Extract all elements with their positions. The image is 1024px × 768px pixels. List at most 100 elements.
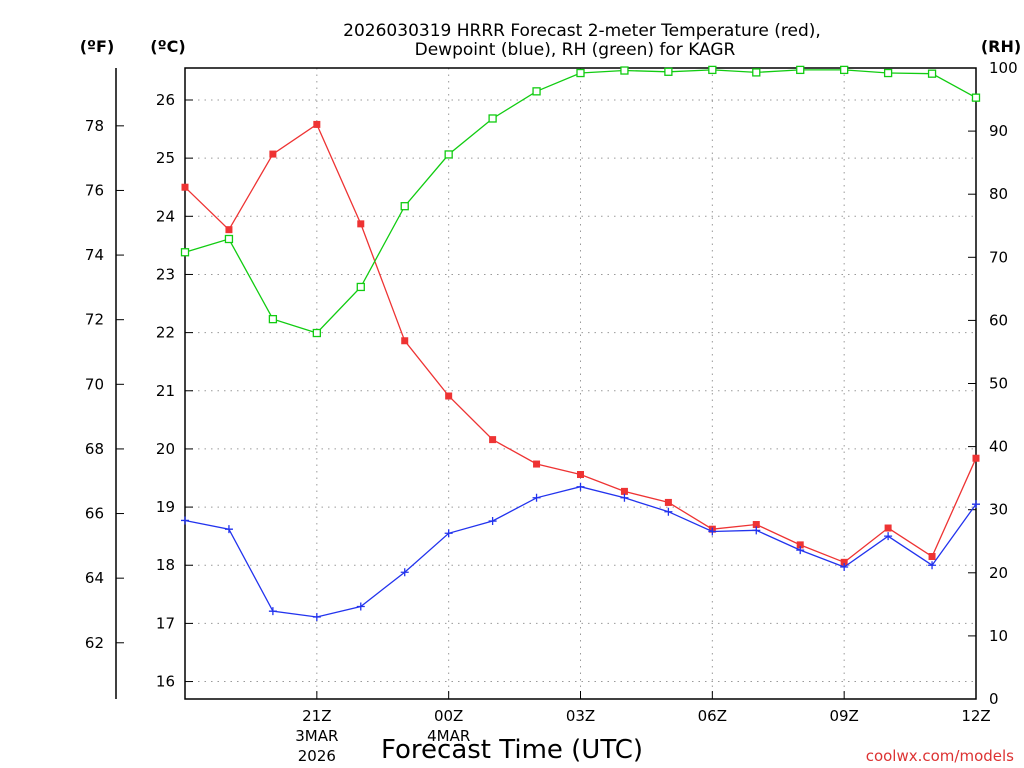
rh-tick-label: 60 <box>989 311 1008 329</box>
dewpoint-point <box>356 602 365 611</box>
credit-text: coolwx.com/models <box>866 747 1014 765</box>
dewpoint-point <box>840 562 849 571</box>
chart-title-line2: Dewpoint (blue), RH (green) for KAGR <box>415 40 736 60</box>
dewpoint-point <box>488 517 497 526</box>
rh-tick-label: 0 <box>989 690 999 708</box>
temperature-point <box>489 436 497 444</box>
time-tick-label: 12Z <box>961 707 990 725</box>
dewpoint-point <box>268 607 277 616</box>
time-tick-label: 03Z <box>566 707 595 725</box>
chart-title-line1: 2026030319 HRRR Forecast 2-meter Tempera… <box>343 21 821 41</box>
fahrenheit-tick-label: 78 <box>85 117 104 135</box>
rh-tick-label: 20 <box>989 564 1008 582</box>
rh-point <box>840 65 849 75</box>
fahrenheit-tick-label: 72 <box>85 311 104 329</box>
fahrenheit-tick-label: 66 <box>85 505 104 523</box>
rh-point <box>356 282 365 292</box>
temperature-point <box>313 120 321 128</box>
temperature-point <box>225 226 233 234</box>
temperature-point <box>928 553 936 561</box>
celsius-tick-label: 22 <box>156 324 175 342</box>
time-axis: 21Z 3MAR 2026 00Z 4MAR 03Z 06Z 09Z 12Z <box>295 691 991 765</box>
rh-point <box>268 314 278 324</box>
celsius-tick-label: 18 <box>156 556 175 574</box>
time-tick-year: 2026 <box>298 747 336 765</box>
fahrenheit-tick-label: 68 <box>85 440 104 458</box>
dewpoint-point <box>576 482 585 491</box>
celsius-tick-label: 25 <box>156 149 175 167</box>
celsius-tick-label: 19 <box>156 498 175 516</box>
temperature-point <box>796 541 804 549</box>
rh-point <box>708 65 717 75</box>
temperature-point <box>401 337 409 345</box>
time-tick-label: 00Z <box>434 707 463 725</box>
rh-axis: 0 10 20 30 40 50 60 70 80 90 100 <box>968 59 1018 708</box>
fahrenheit-axis: 62 64 66 68 70 72 74 76 78 <box>85 117 124 652</box>
fahrenheit-tick-label: 70 <box>85 375 104 393</box>
fahrenheit-tick-label: 62 <box>85 634 104 652</box>
celsius-tick-label: 23 <box>156 265 175 283</box>
rh-point <box>796 65 805 75</box>
rh-point <box>883 68 893 78</box>
dewpoint-point <box>400 568 409 577</box>
celsius-unit-label: (ºC) <box>150 37 185 56</box>
celsius-tick-label: 26 <box>156 91 175 109</box>
temperature-point <box>357 220 365 228</box>
temperature-point <box>181 183 189 191</box>
rh-point <box>400 202 409 211</box>
dewpoint-point <box>972 500 980 509</box>
rh-tick-label: 40 <box>989 438 1008 456</box>
dewpoint-point <box>224 525 233 534</box>
dewpoint-point <box>181 516 189 525</box>
rh-point <box>752 68 761 77</box>
rh-point <box>312 328 321 338</box>
temperature-point <box>533 460 541 468</box>
dewpoint-point <box>444 529 453 538</box>
series-layer <box>180 65 981 621</box>
temperature-point <box>752 521 760 529</box>
rh-tick-label: 90 <box>989 122 1008 140</box>
temperature-point <box>972 454 980 462</box>
dewpoint-point <box>796 546 805 555</box>
dewpoint-point <box>312 612 321 621</box>
rh-point <box>224 234 234 244</box>
rh-line <box>184 69 977 334</box>
rh-unit-label: (RH) <box>981 37 1021 56</box>
fahrenheit-tick-label: 64 <box>85 569 104 587</box>
plot-frame <box>184 67 977 700</box>
rh-point <box>180 248 190 257</box>
temperature-point <box>269 150 277 158</box>
rh-tick-label: 100 <box>989 59 1018 77</box>
dewpoint-point <box>928 561 937 570</box>
rh-point <box>576 68 585 78</box>
celsius-tick-label: 20 <box>156 440 175 458</box>
temperature-point <box>445 392 453 400</box>
rh-point <box>620 66 629 75</box>
time-tick-label: 06Z <box>698 707 727 725</box>
rh-tick-label: 30 <box>989 501 1008 519</box>
x-axis-title: Forecast Time (UTC) <box>381 735 643 765</box>
time-tick-date: 3MAR <box>295 727 338 745</box>
rh-point <box>664 67 673 76</box>
dewpoint-point <box>620 493 629 502</box>
celsius-tick-label: 24 <box>156 207 175 225</box>
dewpoint-point <box>532 493 541 502</box>
temperature-line <box>184 123 977 564</box>
celsius-axis: 16 17 18 19 20 21 22 23 24 25 26 <box>156 91 193 691</box>
rh-point <box>444 150 453 159</box>
rh-point <box>971 93 981 102</box>
dewpoint-point <box>752 526 761 535</box>
time-tick-label: 09Z <box>829 707 858 725</box>
rh-point <box>532 87 541 96</box>
fahrenheit-tick-label: 76 <box>85 181 104 199</box>
rh-tick-label: 50 <box>989 375 1008 393</box>
rh-tick-label: 70 <box>989 248 1008 266</box>
temperature-point <box>884 524 892 532</box>
rh-point <box>488 114 497 123</box>
dewpoint-point <box>884 532 893 541</box>
fahrenheit-tick-label: 74 <box>85 246 104 264</box>
rh-point <box>927 69 937 78</box>
dewpoint-point <box>708 527 717 536</box>
dewpoint-point <box>664 507 673 516</box>
